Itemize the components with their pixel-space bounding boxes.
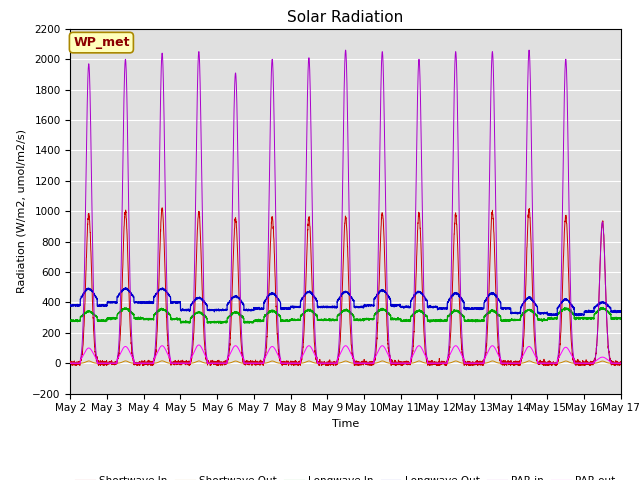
X-axis label: Time: Time [332, 419, 359, 429]
Title: Solar Radiation: Solar Radiation [287, 10, 404, 25]
Legend: Shortwave In, Shortwave Out, Longwave In, Longwave Out, PAR in, PAR out: Shortwave In, Shortwave Out, Longwave In… [72, 472, 619, 480]
Text: WP_met: WP_met [73, 36, 130, 49]
Y-axis label: Radiation (W/m2, umol/m2/s): Radiation (W/m2, umol/m2/s) [17, 129, 27, 293]
